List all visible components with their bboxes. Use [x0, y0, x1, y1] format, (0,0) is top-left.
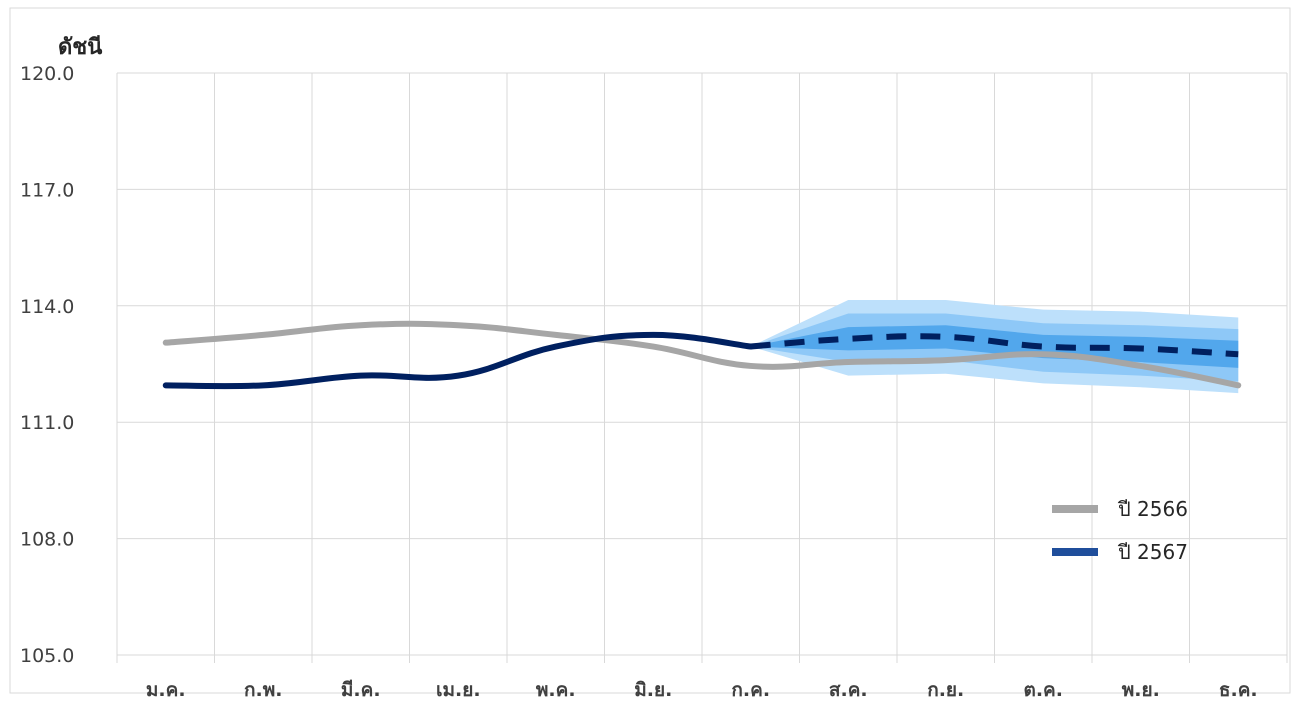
y-axis-ticks: 105.0 108.0 111.0 114.0 117.0 120.0 [20, 63, 74, 667]
series-line-0 [162, 320, 1242, 389]
x-tick-label: ต.ค. [1024, 679, 1063, 701]
y-tick-label: 108.0 [20, 529, 74, 551]
x-tick-label: พ.ค. [536, 679, 576, 701]
series-line-1 [162, 331, 754, 390]
x-tick-label: มิ.ย. [634, 679, 672, 701]
x-axis-ticks: ม.ค. ก.พ. มี.ค. เม.ย. พ.ค. มิ.ย. ก.ค. ส.ค. ก.ย. ต… [146, 679, 1258, 701]
legend: ปี 2566 ปี 2567 [1052, 497, 1188, 564]
x-tick-label: พ.ย. [1122, 679, 1160, 701]
x-tick-label: เม.ย. [436, 679, 481, 701]
x-tick-label: ม.ค. [146, 679, 186, 701]
series-lines [162, 320, 1242, 390]
y-tick-label: 105.0 [20, 645, 74, 667]
legend-label-2567: ปี 2567 [1118, 540, 1188, 564]
x-tick-label: ก.พ. [244, 679, 282, 701]
y-axis-label: ดัชนี [58, 35, 102, 60]
x-tick-label: ก.ย. [927, 679, 964, 701]
y-tick-label: 111.0 [20, 412, 74, 434]
legend-label-2566: ปี 2566 [1118, 497, 1188, 521]
fan-band-2 [750, 325, 1239, 368]
x-tick-label: ก.ค. [731, 679, 770, 701]
series-line-2 [750, 333, 1239, 358]
x-tick-label: มี.ค. [341, 679, 381, 701]
y-tick-label: 114.0 [20, 296, 74, 318]
y-tick-label: 120.0 [20, 63, 74, 85]
y-tick-label: 117.0 [20, 179, 74, 201]
x-tick-label: ธ.ค. [1219, 679, 1258, 701]
x-tick-label: ส.ค. [829, 679, 868, 701]
